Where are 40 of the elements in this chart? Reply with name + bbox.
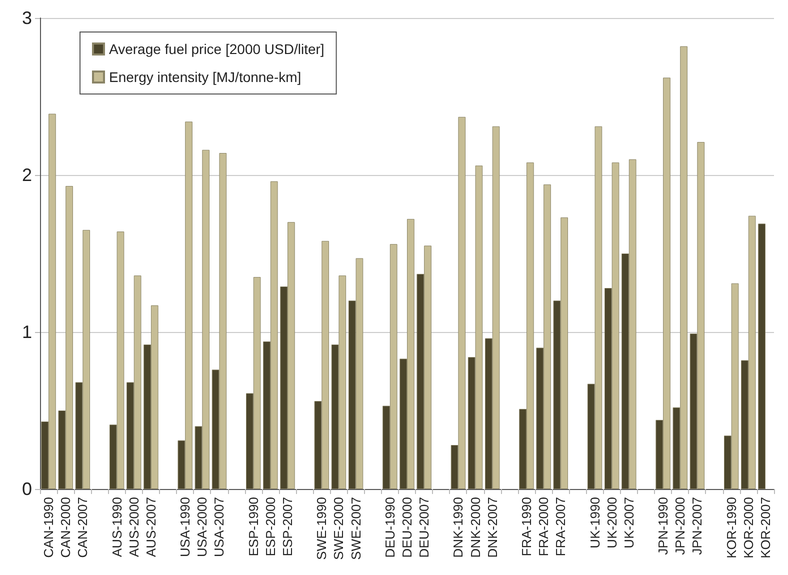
x-tick-label: CAN-1990 [41,497,56,558]
x-tick-label: CAN-2000 [58,497,74,558]
x-tick-label: DEU-2000 [400,497,414,558]
x-tick-label: UK-2007 [621,497,636,548]
x-tick-label: USA-2000 [194,497,210,557]
x-tick-label: SWE-1990 [314,497,330,560]
x-tick-label: DNK-2000 [468,497,483,558]
x-tick-label: CAN-2007 [75,497,90,558]
x-tick-label: SWE-2000 [331,497,346,560]
x-tick-label: USA-2007 [212,497,227,557]
legend-label: Energy intensity [MJ/tonne-km] [109,69,302,85]
x-tick-label: JPN-2000 [672,497,688,555]
x-tick-label: ESP-2000 [262,497,278,556]
x-tick-label: DEU-1990 [382,497,398,558]
x-tick-label: KOR-2007 [758,497,773,558]
x-tick-label: FRA-2000 [536,497,552,556]
x-tick-label: USA-1990 [178,497,193,557]
x-tick-label: UK-1990 [587,497,602,548]
y-tick-label: 2 [22,165,32,185]
y-tick-label: 3 [22,8,32,28]
x-tick-label: ESP-1990 [246,497,261,556]
x-tick-label: KOR-2000 [740,497,756,558]
legend-label: Average fuel price [2000 USD/liter] [109,41,324,57]
x-tick-label: KOR-1990 [724,497,739,558]
y-tick-label: 0 [22,479,32,499]
x-tick-label: FRA-2007 [553,497,568,556]
x-tick-label: JPN-1990 [656,497,671,555]
x-tick-label: AUS-2007 [143,497,158,557]
bar [758,224,766,489]
x-tick-label: FRA-1990 [518,497,534,556]
x-tick-label: AUS-1990 [109,497,124,557]
x-tick-label: AUS-2000 [126,497,142,557]
x-tick-label: DNK-2007 [484,497,500,558]
x-tick-label: JPN-2007 [690,497,705,555]
x-tick-label: DEU-2007 [416,497,432,558]
y-tick-label: 1 [22,322,32,342]
x-tick-label: UK-2000 [604,497,620,548]
x-tick-label: DNK-1990 [450,497,466,558]
x-tick-label: SWE-2007 [348,497,364,560]
x-tick-label: ESP-2007 [280,497,296,556]
